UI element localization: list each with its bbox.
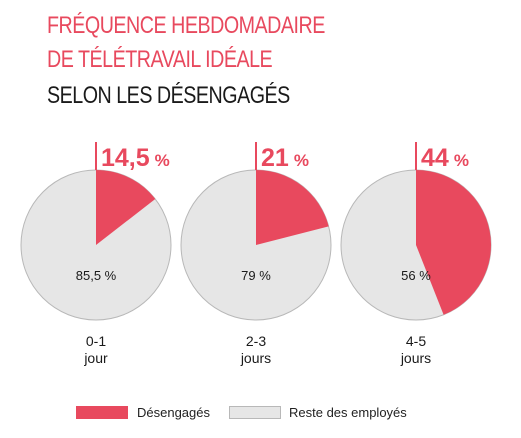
- pie-slice-disengaged-0-1: [96, 170, 156, 245]
- legend-swatch-disengaged: [76, 406, 128, 419]
- category-sublabel-2-3: jours: [240, 350, 271, 366]
- chart-subtitle: SELON LES DÉSENGAGÉS: [47, 82, 290, 109]
- category-label-4-5: 4-5: [406, 333, 426, 349]
- rest-label-4-5: 56 %: [401, 268, 431, 283]
- category-label-2-3: 2-3: [246, 333, 266, 349]
- chart-title-line-1: FRÉQUENCE HEBDOMADAIRE: [47, 12, 325, 39]
- legend-label-disengaged: Désengagés: [137, 405, 210, 420]
- chart-title-line-2: DE TÉLÉTRAVAIL IDÉALE: [47, 46, 273, 73]
- category-sublabel-0-1: jour: [83, 350, 108, 366]
- category-label-0-1: 0-1: [86, 333, 106, 349]
- rest-label-0-1: 85,5 %: [76, 268, 117, 283]
- legend-label-rest: Reste des employés: [289, 405, 407, 420]
- legend-swatch-rest: [229, 406, 281, 419]
- pie-slice-disengaged-2-3: [256, 170, 329, 245]
- highlight-label-2-3: 21%: [261, 144, 309, 172]
- pie-slice-disengaged-4-5: [416, 170, 492, 315]
- category-sublabel-4-5: jours: [400, 350, 431, 366]
- highlight-label-0-1: 14,5%: [101, 144, 170, 172]
- highlight-label-4-5: 44%: [421, 144, 469, 172]
- rest-label-2-3: 79 %: [241, 268, 271, 283]
